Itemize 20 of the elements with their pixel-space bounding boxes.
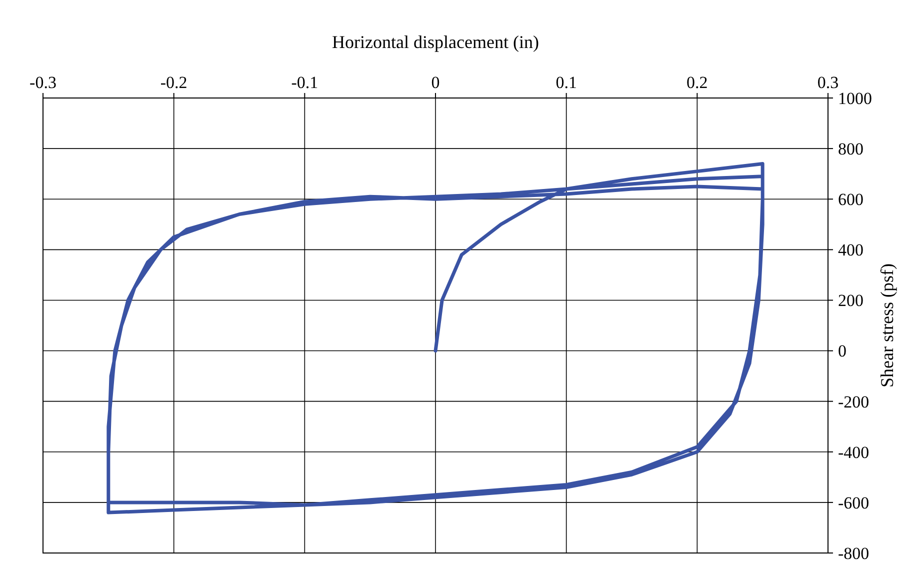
y-tick-label: 0 xyxy=(838,342,846,361)
y-tick-label: -200 xyxy=(838,392,870,412)
y-tick-label: -400 xyxy=(838,442,870,462)
x-axis-title: Horizontal displacement (in) xyxy=(332,32,539,52)
y-tick-label: 400 xyxy=(838,240,864,260)
x-tick-label: -0.2 xyxy=(160,73,188,92)
y-tick-label: -800 xyxy=(838,544,870,563)
x-tick-label: 0 xyxy=(431,73,440,92)
y-tick-label: 600 xyxy=(838,190,864,210)
x-tick-label: -0.3 xyxy=(30,73,56,92)
x-tick-label: -0.1 xyxy=(291,73,318,92)
y-tick-label: -600 xyxy=(838,493,870,512)
x-tick-label: 0.1 xyxy=(556,73,577,92)
x-tick-label: 0.2 xyxy=(686,73,708,92)
y-tick-label: 800 xyxy=(838,140,864,159)
y-tick-label: 1000 xyxy=(838,88,872,108)
line-series xyxy=(106,162,764,514)
x-tick-label: 0.3 xyxy=(817,73,839,92)
y-tick-label: 200 xyxy=(838,291,864,310)
y-axis-title: Shear stress (psf) xyxy=(877,264,897,388)
